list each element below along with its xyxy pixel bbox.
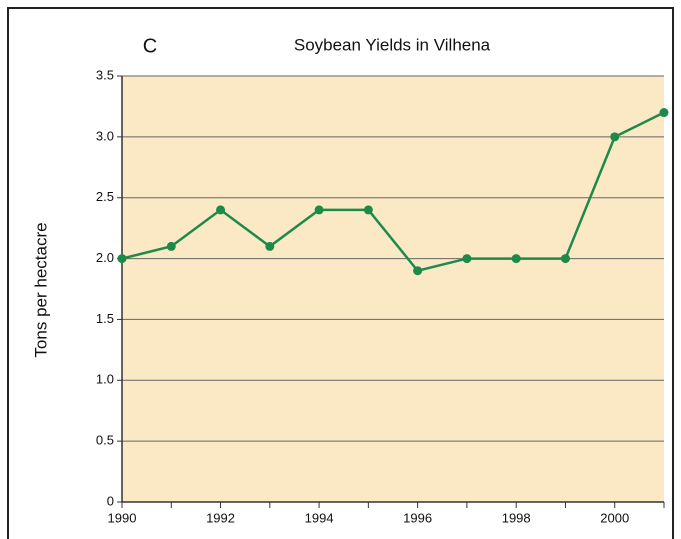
y-tick-label: 1.5 — [96, 311, 114, 326]
data-point — [216, 205, 226, 215]
data-point — [413, 266, 423, 276]
x-tick-label: 1998 — [502, 510, 531, 525]
panel-label: C — [143, 35, 157, 57]
y-tick-label: 0.5 — [96, 433, 114, 448]
x-tick-label: 1990 — [108, 510, 137, 525]
data-point — [610, 132, 620, 142]
x-tick-label: 1996 — [403, 510, 432, 525]
data-point — [265, 241, 275, 251]
y-tick-label: 0 — [107, 493, 114, 508]
data-point — [462, 254, 472, 264]
y-tick-label: 3.5 — [96, 67, 114, 82]
x-tick-label: 1994 — [305, 510, 334, 525]
frame — [7, 7, 674, 539]
data-line — [121, 111, 665, 273]
data-point — [560, 254, 570, 264]
data-point — [117, 254, 127, 264]
plot-area — [122, 76, 664, 502]
x-tick-label: 1992 — [206, 510, 235, 525]
chart-title: Soybean Yields in Vilhena — [294, 35, 491, 54]
y-tick-label: 2.5 — [96, 189, 114, 204]
data-point — [314, 205, 324, 215]
y-tick-label: 3.0 — [96, 128, 114, 143]
data-point — [166, 241, 176, 251]
data-point — [659, 108, 669, 118]
y-tick-label: 1.0 — [96, 372, 114, 387]
y-axis-label: Tons per hectacre — [31, 222, 50, 357]
x-tick-label: 2000 — [600, 510, 629, 525]
y-tick-label: 2.0 — [96, 250, 114, 265]
data-point — [363, 205, 373, 215]
data-point — [511, 254, 521, 264]
